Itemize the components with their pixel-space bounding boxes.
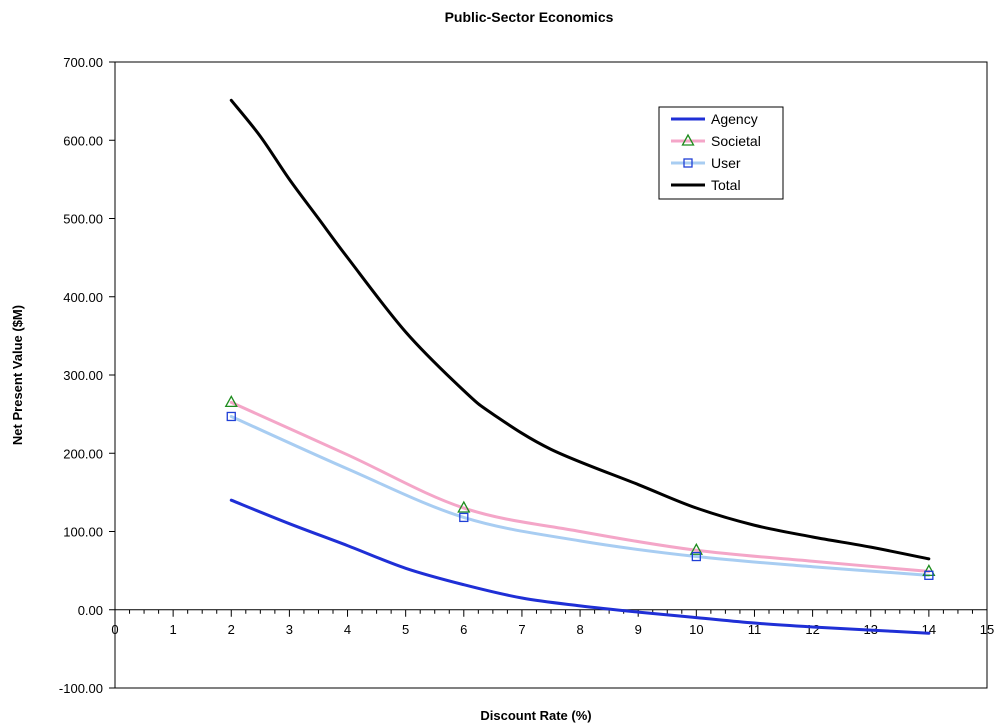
user-series-line [229, 414, 931, 577]
legend-marker-user [683, 158, 693, 168]
x-tick-label: 2 [228, 622, 235, 637]
legend-label-agency: Agency [711, 111, 758, 127]
x-tick-label: 3 [286, 622, 293, 637]
y-tick-label: 0.00 [78, 603, 103, 618]
x-axis: 0 1 2 3 4 5 6 7 8 9 10 11 12 13 14 15 [111, 609, 994, 637]
x-tick-label: 8 [576, 622, 583, 637]
y-tick-label: 300.00 [63, 368, 103, 383]
series-markers [224, 395, 936, 580]
x-tick-label: 7 [518, 622, 525, 637]
societal-data-point [224, 395, 238, 408]
societal-series-line [229, 400, 931, 573]
y-axis-title: Net Present Value ($M) [10, 305, 25, 445]
x-tick-label: 11 [748, 622, 762, 637]
plot-area [114, 61, 988, 689]
y-tick-label: 400.00 [63, 290, 103, 305]
x-tick-label: 6 [460, 622, 467, 637]
series-lines [229, 98, 931, 635]
legend-label-total: Total [711, 177, 741, 193]
societal-data-point [689, 542, 703, 555]
y-tick-label: 100.00 [63, 525, 103, 540]
agency-series-line [229, 498, 931, 635]
legend-label-societal: Societal [711, 133, 761, 149]
user-data-point [691, 551, 701, 562]
total-series-line [229, 98, 931, 561]
chart-title: Public-Sector Economics [445, 9, 614, 25]
x-tick-label: 5 [402, 622, 409, 637]
legend-marker-societal [681, 133, 695, 146]
societal-data-point [922, 564, 936, 577]
x-tick-label: 12 [805, 622, 819, 637]
y-tick-label: 200.00 [63, 446, 103, 461]
user-data-point [226, 411, 236, 422]
user-data-point [459, 512, 469, 523]
y-tick-label: 700.00 [63, 55, 103, 70]
x-axis-title: Discount Rate (%) [480, 708, 591, 723]
user-data-point [924, 570, 934, 580]
legend: Agency Societal User Total [658, 106, 784, 200]
y-tick-label: 600.00 [63, 133, 103, 148]
x-tick-label: 9 [635, 622, 642, 637]
x-tick-label: 10 [689, 622, 703, 637]
x-tick-label: 15 [980, 622, 994, 637]
y-axis-tick-labels: 700.00 600.00 500.00 400.00 300.00 200.00 100.… [59, 55, 115, 696]
x-tick-label: 4 [344, 622, 351, 637]
y-tick-label: -100.00 [59, 681, 103, 696]
y-tick-label: 500.00 [63, 212, 103, 227]
societal-data-point [457, 500, 471, 513]
x-tick-label: 0 [111, 622, 118, 637]
x-tick-label: 1 [170, 622, 177, 637]
legend-label-user: User [711, 155, 741, 171]
